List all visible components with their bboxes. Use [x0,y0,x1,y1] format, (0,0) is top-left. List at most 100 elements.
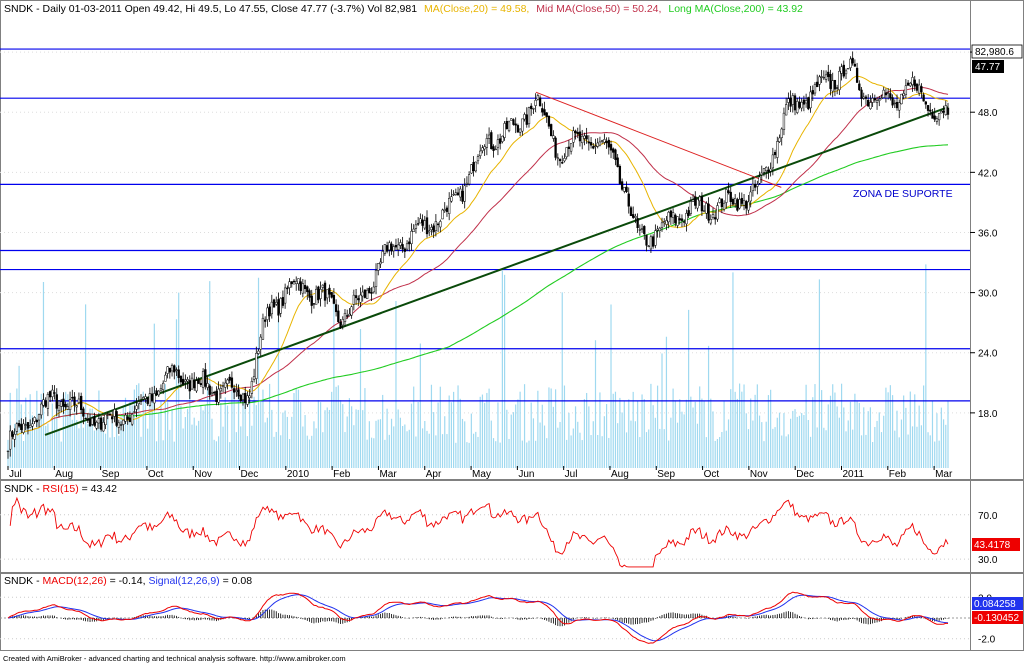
candle-body [873,97,876,101]
price-last-values: 82,980.6 47.77 [971,44,1023,73]
candle-body [175,369,178,371]
candle-body [235,390,238,392]
candle-body [368,288,371,294]
candle-body [501,135,504,142]
candle-body [651,236,655,247]
candle-body [237,389,240,397]
candle-body [831,80,834,92]
candle-body [804,100,808,104]
candle-body [802,99,806,105]
candle-body [609,144,613,151]
price-ytick-label: 48.0 [978,108,998,119]
candle-body [22,423,25,433]
footer-credit: Created with AmiBroker - advanced charti… [3,654,346,663]
candle-body [53,392,56,394]
candle-body [283,287,287,304]
candle-body [270,301,273,315]
candle-body [461,190,464,202]
candle-body [778,137,781,142]
candle-body [348,313,351,316]
candle-body [122,419,125,425]
candle-body [97,418,101,424]
x-tick-label: 2011 [842,469,864,480]
candle-body [811,90,814,95]
candle-body [745,201,748,209]
candle-body [246,395,249,405]
candle-body [297,278,300,284]
candle-body [669,210,673,218]
candle-body [538,97,542,107]
candle-body [869,102,872,110]
candle-body [572,130,575,143]
candle-body [714,217,717,220]
candle-body [556,157,559,159]
candle-body [379,261,382,265]
candle-body [139,400,143,402]
candle-body [718,198,721,203]
candle-body [219,387,222,392]
macd-last-value: -0.130452 [974,613,1019,624]
candle-body [439,221,442,228]
volume-last-value: 82,980.6 [975,47,1014,58]
candle-body [80,395,83,411]
candle-body [77,398,81,404]
candle-body [144,396,147,399]
candle-body [926,105,930,111]
rsi-header: SNDK - RSI(15) = 43.42 [4,483,117,495]
candle-body [412,228,415,232]
candle-body [760,172,763,176]
ma200-legend: Long MA(Close,200) = 43.92 [668,3,803,15]
x-tick-label: Aug [55,469,73,480]
candle-body [614,149,617,160]
candle-body [809,91,812,109]
candle-body [142,397,145,400]
candle-body [842,64,845,77]
candle-body [612,148,615,153]
candle-body [694,196,697,206]
candle-body [255,352,258,379]
candle-body [547,115,551,127]
candle-body [31,423,34,427]
price-last-value: 47.77 [975,62,1000,73]
candle-body [55,394,58,409]
candle-body [782,112,786,130]
candle-body [532,108,535,110]
downtrend-line [535,91,782,188]
candle-body [640,228,644,230]
candle-body [133,411,136,413]
candle-body [725,189,728,203]
candle-body [456,192,460,196]
candle-body [773,152,777,156]
candle-body [585,135,588,140]
candle-body [541,108,544,113]
candle-body [915,83,919,91]
candle-body [767,169,770,173]
candle-body [361,291,364,297]
candle-body [645,234,648,246]
x-tick-label: Feb [889,469,907,480]
candle-body [678,218,681,221]
candle-body [113,409,116,417]
candle-body [618,165,622,184]
candle-body [603,139,606,143]
candle-body [667,212,670,223]
candle-body [510,118,513,121]
candle-body [179,375,183,383]
candle-body [84,417,87,420]
candle-body [111,416,114,420]
macd-ytick-label: -2.0 [978,635,996,646]
candle-body [851,57,854,64]
candle-body [252,376,256,380]
candle-body [731,198,735,205]
candle-body [363,289,367,298]
candle-body [696,199,699,209]
signal-line [7,594,949,642]
x-tick-label: Jul [9,469,22,480]
candle-body [346,315,349,317]
candle-body [720,198,724,208]
rsi-last-box [972,538,1020,551]
candle-body [199,383,203,385]
x-tick-label: Nov [194,469,212,480]
candle-body [583,135,586,139]
